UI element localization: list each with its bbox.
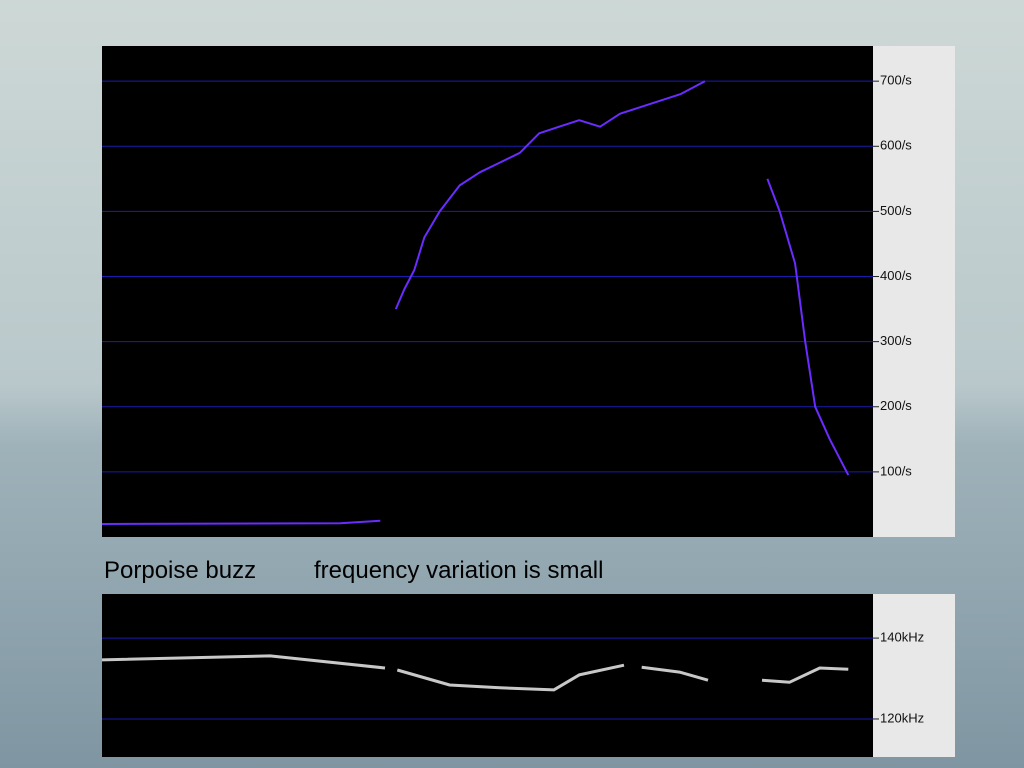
data-line [101, 654, 849, 692]
y-tick-label: 100/s [880, 463, 912, 478]
y-tick-label: 500/s [880, 203, 912, 218]
axis-panel [873, 46, 955, 537]
plot-area [102, 46, 873, 537]
y-tick-label: 400/s [880, 268, 912, 283]
y-tick-label: 200/s [880, 398, 912, 413]
data-line [101, 80, 850, 525]
y-tick-label: 300/s [880, 333, 912, 348]
caption: Porpoise buzz [104, 557, 256, 584]
caption: frequency variation is small [314, 557, 603, 584]
y-tick-label: 120kHz [880, 710, 924, 725]
axis-panel [873, 594, 955, 757]
y-tick-label: 600/s [880, 138, 912, 153]
plot-area [102, 594, 873, 757]
y-tick-label: 140kHz [880, 630, 924, 645]
y-tick-label: 700/s [880, 73, 912, 88]
